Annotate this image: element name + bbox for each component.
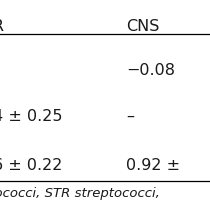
Text: −0.08: −0.08 (126, 63, 175, 78)
Text: 0.92 ±: 0.92 ± (126, 158, 180, 172)
Text: 24 ± 0.25: 24 ± 0.25 (0, 109, 63, 124)
Text: –: – (126, 109, 134, 124)
Text: TR: TR (0, 19, 4, 34)
Text: ylococci, STR streptococci,: ylococci, STR streptococci, (0, 187, 160, 200)
Text: 36 ± 0.22: 36 ± 0.22 (0, 158, 63, 172)
Text: CNS: CNS (126, 19, 159, 34)
